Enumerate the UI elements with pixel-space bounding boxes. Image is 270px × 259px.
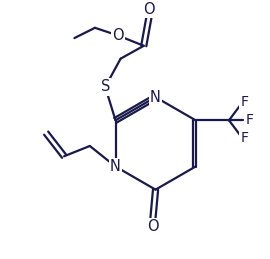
Text: N: N xyxy=(110,159,121,174)
Text: O: O xyxy=(147,219,159,234)
Text: N: N xyxy=(150,90,161,105)
Text: F: F xyxy=(240,131,248,145)
Text: O: O xyxy=(112,28,123,43)
Text: O: O xyxy=(143,2,155,17)
Text: F: F xyxy=(240,95,248,109)
Text: S: S xyxy=(100,80,110,94)
Text: F: F xyxy=(245,113,254,127)
